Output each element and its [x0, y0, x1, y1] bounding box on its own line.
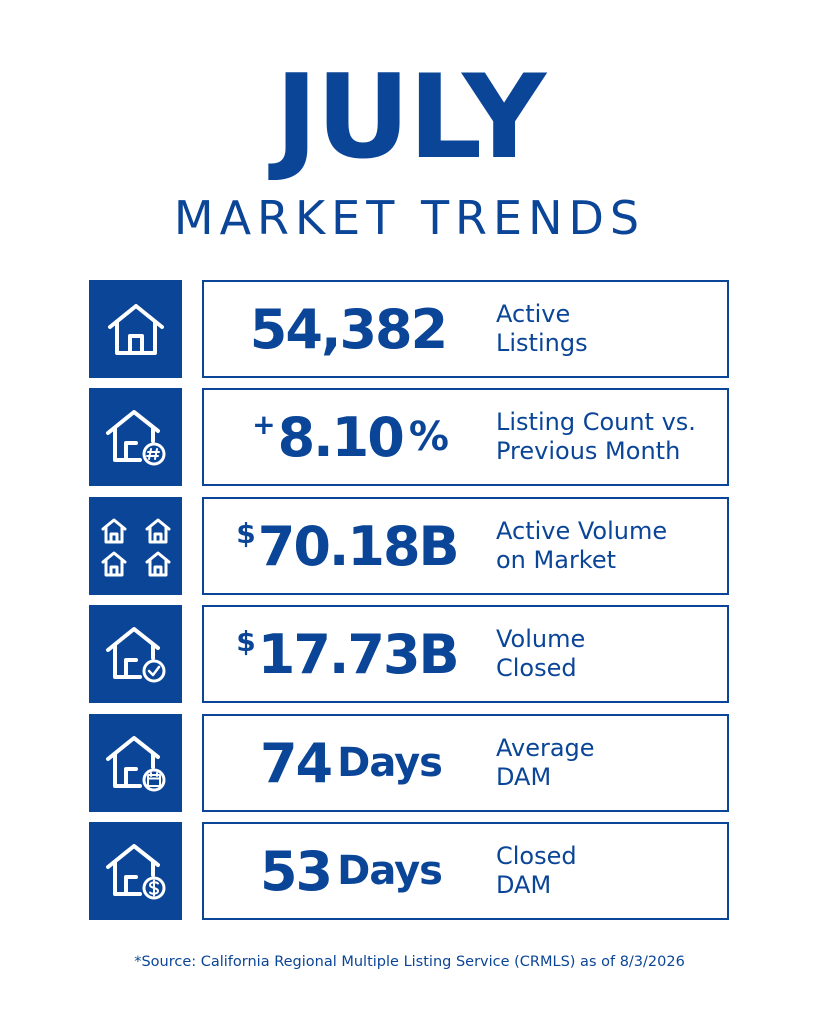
stat-row-active-volume: $ 70.18B Active Volume on Market: [89, 497, 729, 595]
stat-value: $ 17.73B: [216, 607, 484, 701]
stat-unit: Days: [337, 740, 443, 786]
stat-value: + 8.10 %: [216, 390, 484, 484]
stat-number: 54,382: [249, 297, 448, 361]
house-check-icon: [89, 605, 182, 703]
stat-prefix: +: [252, 408, 276, 441]
stat-label-line2: Listings: [496, 329, 588, 357]
stat-number: 8.10: [277, 405, 405, 469]
stat-label-line2: Previous Month: [496, 437, 681, 465]
stat-label-line2: DAM: [496, 763, 552, 791]
stat-value: 74 Days: [216, 716, 484, 810]
four-houses-icon: [89, 497, 182, 595]
stat-label-line1: Listing Count vs.: [496, 408, 696, 436]
stat-label: Active Volume on Market: [496, 499, 722, 593]
stat-label-line1: Average: [496, 734, 595, 762]
stat-unit: %: [408, 414, 449, 460]
stat-card: $ 17.73B Volume Closed: [202, 605, 729, 703]
stat-card: + 8.10 % Listing Count vs. Previous Mont…: [202, 388, 729, 486]
stat-label: Active Listings: [496, 282, 722, 376]
stat-number: 53: [259, 839, 333, 903]
stat-number: 74: [259, 731, 333, 795]
stat-prefix: $: [236, 517, 256, 550]
stat-row-active-listings: 54,382 Active Listings: [89, 280, 729, 378]
house-calendar-icon: [89, 714, 182, 812]
stat-label-line2: DAM: [496, 871, 552, 899]
stat-card: $ 70.18B Active Volume on Market: [202, 497, 729, 595]
stat-label-line2: on Market: [496, 546, 617, 574]
stat-unit: Days: [337, 848, 443, 894]
stat-label: Volume Closed: [496, 607, 722, 701]
stat-card: 74 Days Average DAM: [202, 714, 729, 812]
house-icon: [89, 280, 182, 378]
page-title: JULY: [274, 50, 546, 185]
stat-label-line1: Closed: [496, 842, 577, 870]
stat-label-line1: Active Volume: [496, 517, 668, 545]
stat-label-line1: Volume: [496, 625, 586, 653]
stat-row-listing-count-change: + 8.10 % Listing Count vs. Previous Mont…: [89, 388, 729, 486]
house-hash-icon: [89, 388, 182, 486]
stat-label: Listing Count vs. Previous Month: [496, 390, 722, 484]
source-footnote: *Source: California Regional Multiple Li…: [134, 954, 685, 970]
stat-card: 53 Days Closed DAM: [202, 822, 729, 920]
stat-value: 54,382: [216, 282, 484, 376]
stat-number: 70.18B: [257, 514, 460, 578]
page-subtitle: MARKET TRENDS: [173, 191, 646, 245]
stat-value: $ 70.18B: [216, 499, 484, 593]
stat-label-line2: Closed: [496, 654, 577, 682]
stat-prefix: $: [236, 625, 256, 658]
stat-label-line1: Active: [496, 300, 571, 328]
stat-label: Average DAM: [496, 716, 722, 810]
stat-row-volume-closed: $ 17.73B Volume Closed: [89, 605, 729, 703]
stat-card: 54,382 Active Listings: [202, 280, 729, 378]
stat-label: Closed DAM: [496, 824, 722, 918]
house-dollar-icon: [89, 822, 182, 920]
stat-row-closed-dam: 53 Days Closed DAM: [89, 822, 729, 920]
stat-row-average-dam: 74 Days Average DAM: [89, 714, 729, 812]
stat-value: 53 Days: [216, 824, 484, 918]
stat-number: 17.73B: [257, 622, 460, 686]
